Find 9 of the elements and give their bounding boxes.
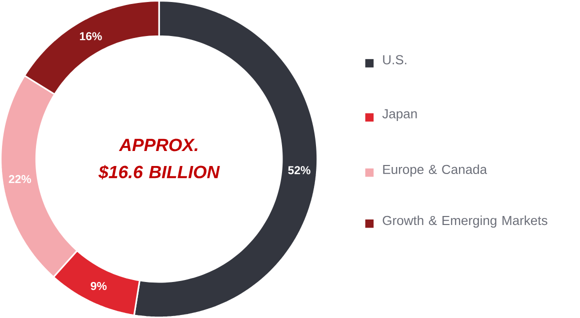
data-label: 22% (8, 174, 32, 184)
legend-label: Europe & Canada (383, 164, 488, 177)
data-label: 52% (288, 166, 310, 174)
legend-label: Japan (382, 109, 417, 121)
data-label: 16% (80, 32, 102, 40)
data-label: 9% (90, 282, 107, 290)
text: APPROX. $16.6 BILLION (98, 138, 220, 180)
legend-label: U.S. (383, 55, 406, 64)
legend-label: Growth & Emerging Markets (382, 215, 548, 228)
